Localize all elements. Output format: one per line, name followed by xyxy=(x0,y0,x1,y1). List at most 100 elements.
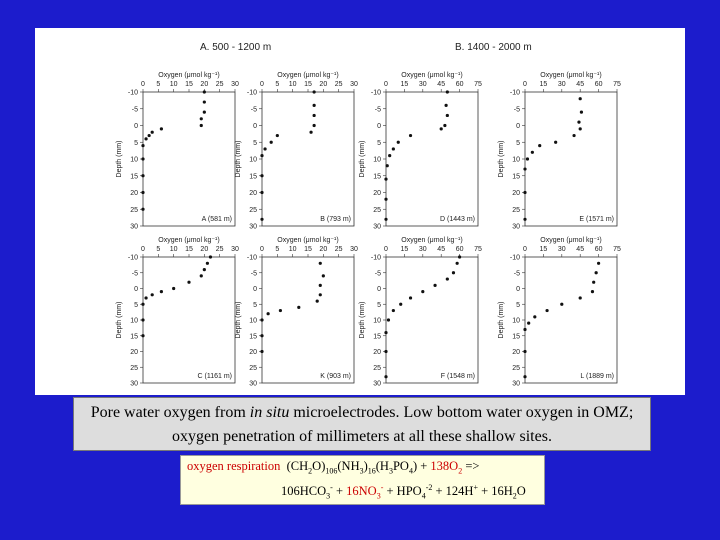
x-tick-label: 30 xyxy=(350,246,358,253)
y-tick-label: 20 xyxy=(249,349,257,356)
data-point xyxy=(439,127,443,131)
x-tick-label: 60 xyxy=(595,246,603,253)
y-tick-label: 0 xyxy=(253,286,257,293)
x-tick-label: 0 xyxy=(523,246,527,253)
data-point xyxy=(523,217,527,221)
equation-token: oxygen respiration xyxy=(187,459,281,473)
data-point xyxy=(312,123,316,128)
data-point xyxy=(321,274,325,278)
y-tick-label: 25 xyxy=(373,207,381,214)
equation-token: 138O xyxy=(430,459,459,473)
equation-token: (H xyxy=(375,459,389,473)
data-point xyxy=(384,349,388,354)
y-tick-label: 15 xyxy=(512,173,520,180)
y-axis-label: Depth (mm) xyxy=(116,302,123,339)
data-point xyxy=(150,293,154,297)
y-tick-label: 5 xyxy=(253,302,257,309)
x-tick-label: 60 xyxy=(456,246,464,253)
x-tick-label: 15 xyxy=(401,81,409,88)
data-point xyxy=(266,312,270,316)
data-point xyxy=(187,280,191,284)
y-tick-label: 30 xyxy=(249,381,257,388)
data-point xyxy=(384,217,388,221)
x-tick-label: 0 xyxy=(384,246,388,253)
x-tick-label: 15 xyxy=(185,246,193,253)
data-point xyxy=(318,261,322,265)
data-point xyxy=(205,261,209,265)
y-tick-label: 30 xyxy=(249,224,257,231)
equation-token: + xyxy=(332,484,347,499)
x-axis-label: Oxygen (μmol kg⁻¹) xyxy=(158,72,219,79)
x-axis-label: Oxygen (μmol kg⁻¹) xyxy=(277,72,338,79)
y-axis-label: Depth (mm) xyxy=(498,141,505,178)
equation-token: 3 xyxy=(376,491,381,501)
group-heading: B. 1400 - 2000 m xyxy=(455,42,532,53)
data-point xyxy=(202,110,206,114)
x-tick-label: 20 xyxy=(319,81,327,88)
y-tick-label: 0 xyxy=(516,123,520,130)
data-point xyxy=(384,177,388,181)
data-point xyxy=(523,349,527,354)
y-tick-label: 30 xyxy=(512,224,520,231)
y-tick-label: 15 xyxy=(249,173,257,180)
data-point xyxy=(554,140,558,144)
data-point xyxy=(141,334,145,338)
x-tick-label: 5 xyxy=(275,81,279,88)
data-point xyxy=(260,190,264,195)
data-point xyxy=(578,296,582,300)
equation-token: 4 xyxy=(421,491,426,501)
y-tick-label: -5 xyxy=(251,106,257,113)
data-point xyxy=(141,207,145,211)
y-tick-label: 25 xyxy=(512,207,520,214)
x-tick-label: 5 xyxy=(156,246,160,253)
x-tick-label: 15 xyxy=(401,246,409,253)
x-tick-label: 20 xyxy=(319,246,327,253)
data-point xyxy=(385,164,389,168)
x-tick-label: 75 xyxy=(613,246,621,253)
data-point xyxy=(202,100,206,104)
x-tick-label: 60 xyxy=(456,81,464,88)
y-tick-label: 10 xyxy=(130,318,138,325)
equation-line: 106HCO3- + 16NO3- + HPO4-2 + 124H+ + 16H… xyxy=(281,483,526,501)
data-point xyxy=(147,133,151,138)
y-tick-label: 5 xyxy=(134,302,138,309)
y-tick-label: 0 xyxy=(134,123,138,130)
data-point xyxy=(594,271,598,275)
y-tick-label: -5 xyxy=(132,106,138,113)
data-point xyxy=(399,302,403,306)
y-tick-label: 0 xyxy=(377,123,381,130)
x-tick-label: 0 xyxy=(141,81,145,88)
data-point xyxy=(318,293,322,297)
y-tick-label: -5 xyxy=(251,270,257,277)
group-heading: A. 500 - 1200 m xyxy=(200,42,271,53)
equation-token: 4 xyxy=(408,466,413,476)
data-point xyxy=(572,133,576,138)
x-tick-label: 30 xyxy=(419,81,427,88)
y-tick-label: 20 xyxy=(373,349,381,356)
data-point xyxy=(141,157,145,161)
x-tick-label: 10 xyxy=(289,81,297,88)
data-point xyxy=(451,271,456,275)
x-tick-label: 30 xyxy=(231,246,239,253)
y-tick-label: 20 xyxy=(512,190,520,197)
site-label: F (1548 m) xyxy=(441,373,475,380)
y-tick-label: 30 xyxy=(130,381,138,388)
x-tick-label: 30 xyxy=(558,246,566,253)
data-point xyxy=(386,318,391,322)
data-point xyxy=(208,255,213,259)
y-tick-label: 0 xyxy=(253,123,257,130)
data-point xyxy=(592,280,596,284)
data-point xyxy=(597,261,601,265)
y-tick-label: 5 xyxy=(516,140,520,147)
y-tick-label: -10 xyxy=(128,90,138,97)
data-point xyxy=(388,154,392,158)
data-point xyxy=(263,147,267,151)
figure: A. 500 - 1200 m B. 1400 - 2000 m 0 5 10 15 2… xyxy=(35,28,685,395)
equation-token: + 124H xyxy=(432,484,474,499)
y-tick-label: 25 xyxy=(512,365,520,372)
equation-token: + 16H xyxy=(477,484,513,499)
y-tick-label: 15 xyxy=(130,333,138,340)
data-point xyxy=(159,127,163,131)
y-tick-label: 15 xyxy=(373,173,381,180)
equation-token: PO xyxy=(392,459,409,473)
